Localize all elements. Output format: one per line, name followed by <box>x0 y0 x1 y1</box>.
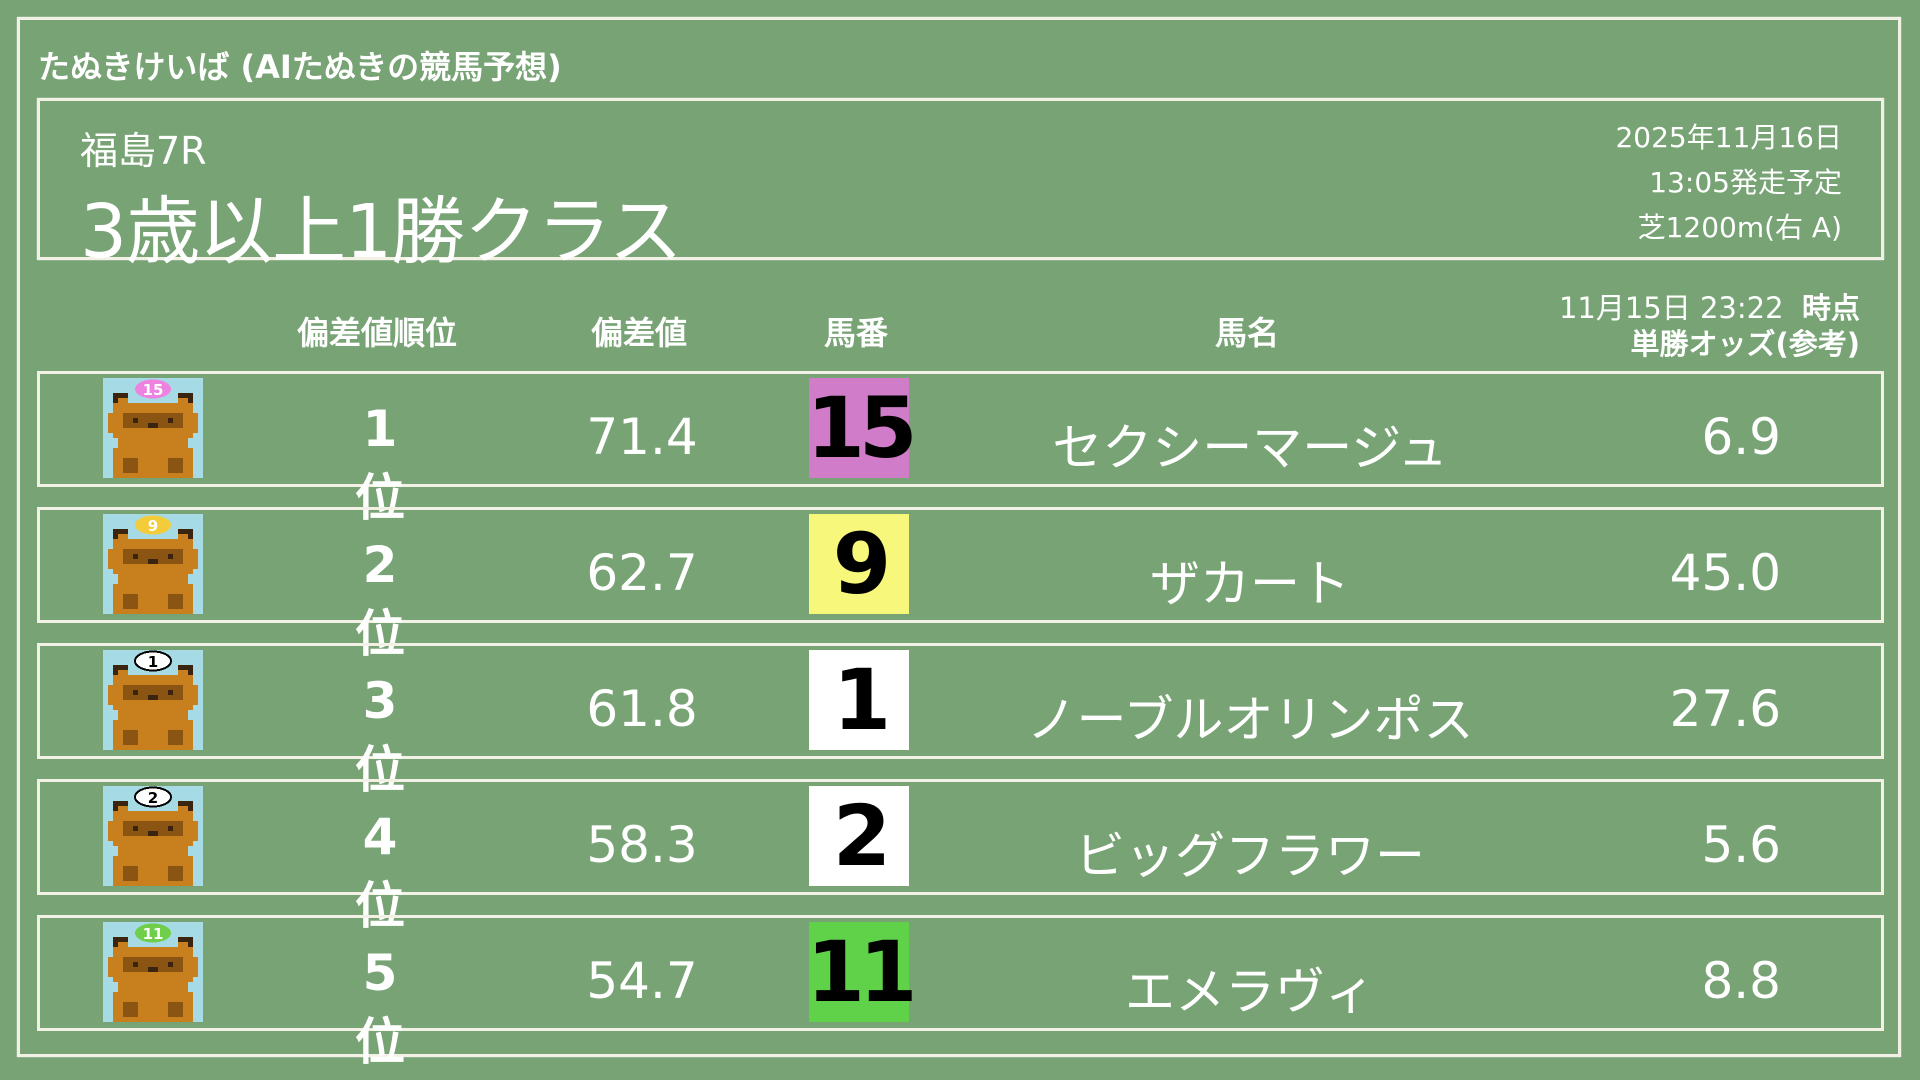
rank: 4位 <box>355 808 405 935</box>
horse-number-badge: 11 <box>806 922 917 1022</box>
avatar: 15 <box>103 378 203 478</box>
tanuki-avatar-icon: 15 <box>103 378 203 478</box>
tanuki-avatar-icon: 1 <box>103 650 203 750</box>
score: 61.8 <box>586 680 698 738</box>
table-row: 2 4位 58.3 2 ビッグフラワー 5.6 <box>37 779 1884 935</box>
odds: 27.6 <box>1669 680 1781 738</box>
table-row: 1 3位 61.8 1 ノーブルオリンポス 27.6 <box>37 643 1884 799</box>
col-score: 偏差値 <box>590 314 688 352</box>
horse-number-badge: 2 <box>809 786 909 886</box>
rank: 3位 <box>355 672 405 799</box>
odds-timestamp-suffix: 時点 <box>1801 291 1860 325</box>
odds: 8.8 <box>1701 952 1781 1010</box>
horse-number-badge: 9 <box>809 514 909 614</box>
horse-name: ザカート <box>1150 555 1350 613</box>
col-odds: 11月15日 23:22 時点 単勝オッズ(参考) <box>1559 290 1860 362</box>
table-row: 11 5位 54.7 11 エメラヴィ 8.8 <box>37 915 1884 1071</box>
col-number: 馬番 <box>823 314 889 352</box>
horse-name: ノーブルオリンポス <box>1026 691 1474 749</box>
tanuki-avatar-icon: 2 <box>103 786 203 886</box>
odds-label: 単勝オッズ(参考) <box>1630 327 1860 361</box>
app-title: たぬきけいば (AIたぬきの競馬予想) <box>38 48 562 86</box>
col-name: 馬名 <box>1214 314 1280 352</box>
rank: 2位 <box>355 536 405 663</box>
tanuki-avatar-icon: 11 <box>103 922 203 1022</box>
tanuki-avatar-icon: 9 <box>103 514 203 614</box>
odds: 45.0 <box>1669 544 1781 602</box>
table-row: 9 2位 62.7 9 ザカート 45.0 <box>37 507 1884 663</box>
avatar: 11 <box>103 922 203 1022</box>
svg-text:2: 2 <box>148 789 158 807</box>
score: 54.7 <box>586 952 698 1010</box>
horse-number-badge: 15 <box>806 378 917 478</box>
score: 71.4 <box>586 408 698 466</box>
odds-timestamp: 11月15日 23:22 <box>1558 291 1784 325</box>
horse-name: エメラヴィ <box>1125 963 1375 1021</box>
odds: 5.6 <box>1701 816 1781 874</box>
race-date: 2025年11月16日 <box>1615 121 1842 154</box>
svg-text:15: 15 <box>143 381 164 399</box>
horse-name: ビッグフラワー <box>1075 827 1425 885</box>
svg-text:1: 1 <box>148 653 158 671</box>
race-start-time: 13:05発走予定 <box>1649 166 1842 199</box>
rank: 5位 <box>355 944 405 1071</box>
odds: 6.9 <box>1701 408 1781 466</box>
outer-frame <box>17 17 1901 1057</box>
svg-text:11: 11 <box>143 925 164 943</box>
svg-text:9: 9 <box>148 517 158 535</box>
race-course: 芝1200m(右 A) <box>1637 211 1842 244</box>
rank: 1位 <box>355 400 405 527</box>
avatar: 9 <box>103 514 203 614</box>
race-venue: 福島7R <box>80 129 207 173</box>
score: 58.3 <box>586 816 698 874</box>
table-row: 15 1位 71.4 15 セクシーマージュ 6.9 <box>37 371 1884 527</box>
col-rank: 偏差値順位 <box>296 314 458 352</box>
avatar: 1 <box>103 650 203 750</box>
horse-name: セクシーマージュ <box>1052 419 1448 477</box>
race-header-box <box>37 98 1884 260</box>
score: 62.7 <box>586 544 698 602</box>
avatar: 2 <box>103 786 203 886</box>
horse-number-badge: 1 <box>809 650 909 750</box>
race-name: 3歳以上1勝クラス <box>80 189 683 275</box>
